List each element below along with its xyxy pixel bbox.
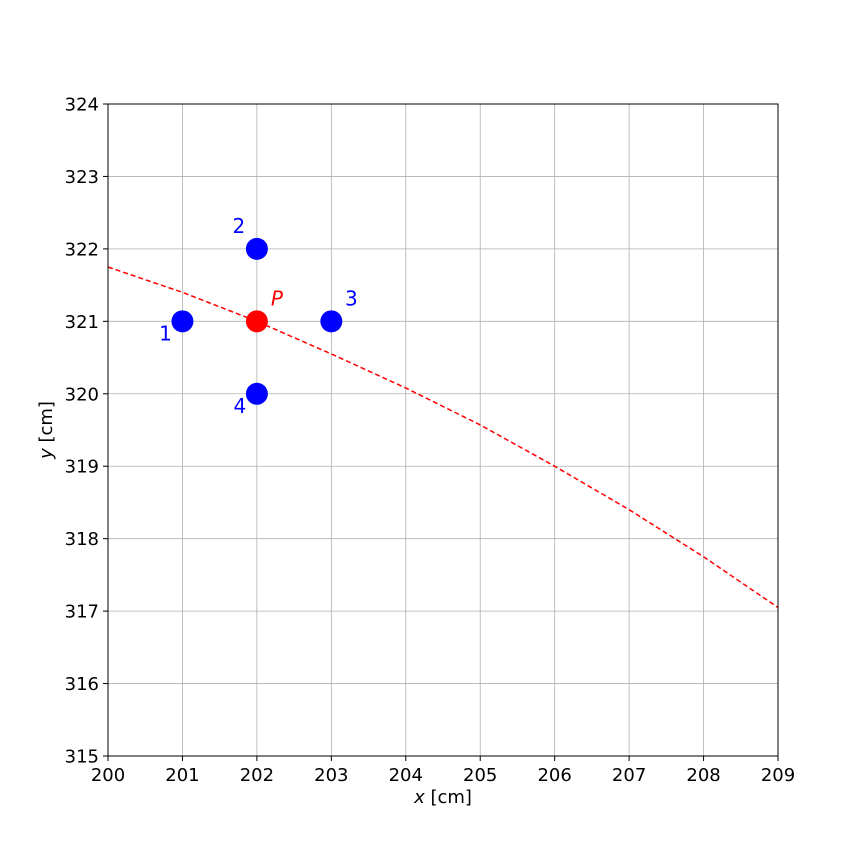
x-axis-label: x [cm] (413, 787, 472, 808)
dashed-curve (107, 266, 779, 609)
x-tick-label: 207 (612, 765, 646, 786)
point-3-label: 3 (345, 286, 358, 310)
points-layer: 1 2 3 4 P (159, 214, 358, 418)
y-tick-label: 319 (65, 457, 99, 478)
x-tick-label: 204 (389, 765, 423, 786)
x-tick-label: 202 (240, 765, 274, 786)
y-tick-label: 322 (65, 239, 99, 260)
point-4-label: 4 (234, 394, 247, 418)
x-tick-label: 205 (463, 765, 497, 786)
y-tick-label: 320 (65, 384, 99, 405)
point-p-label: P (271, 286, 284, 310)
y-tick-label: 315 (65, 747, 99, 768)
point-1-marker (171, 310, 194, 333)
point-1-label: 1 (159, 321, 172, 345)
y-tick-labels: 315 316 317 318 319 320 321 322 323 324 (65, 95, 108, 768)
plot-frame (107, 103, 779, 757)
curve-layer (107, 266, 779, 609)
y-tick-label: 318 (65, 529, 99, 550)
grid-lines (107, 103, 779, 757)
point-2-marker (245, 237, 268, 260)
point-4-marker (245, 382, 268, 405)
x-tick-label: 200 (91, 765, 125, 786)
y-tick-label: 324 (65, 95, 99, 116)
point-p-marker (245, 310, 268, 333)
x-tick-labels: 200 201 202 203 204 205 206 207 208 209 (91, 756, 795, 786)
y-axis-label: y [cm] (36, 401, 57, 460)
point-3-marker (320, 310, 343, 333)
y-tick-label: 316 (65, 674, 99, 695)
y-tick-label: 317 (65, 602, 99, 623)
x-tick-label: 208 (686, 765, 720, 786)
x-tick-label: 209 (761, 765, 795, 786)
x-tick-label: 203 (314, 765, 348, 786)
x-tick-label: 206 (537, 765, 571, 786)
point-2-label: 2 (233, 214, 246, 238)
y-tick-label: 323 (65, 167, 99, 188)
y-tick-label: 321 (65, 312, 99, 333)
x-tick-label: 201 (165, 765, 199, 786)
